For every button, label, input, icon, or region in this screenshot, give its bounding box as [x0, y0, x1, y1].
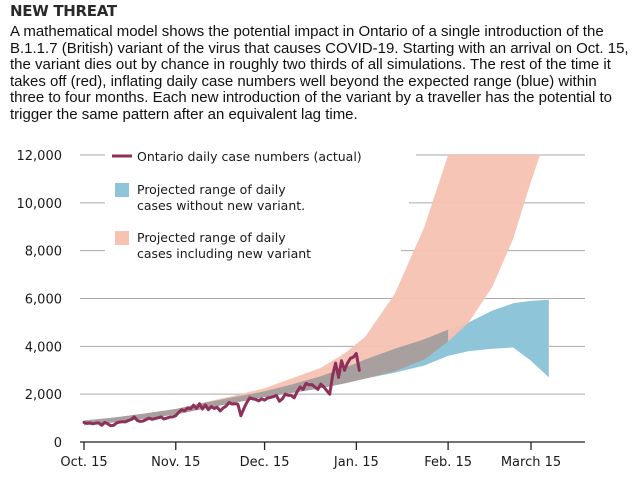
legend-swatch-red: [115, 231, 129, 245]
range-bands: [82, 155, 549, 428]
y-tick-label: 2,000: [25, 388, 62, 403]
legend-label-red: cases including new variant: [137, 246, 311, 261]
chart-title: NEW THREAT: [10, 2, 117, 20]
actual-cases-line: [82, 352, 361, 428]
legend-label-actual: Ontario daily case numbers (actual): [137, 149, 362, 164]
legend-label-red: Projected range of daily: [137, 230, 286, 245]
blue-band-without-variant: [84, 299, 549, 426]
y-tick-label: 4,000: [25, 340, 62, 355]
chart-description: A mathematical model shows the potential…: [10, 23, 629, 123]
x-tick-label: Dec. 15: [240, 455, 290, 470]
x-tick-label: Feb. 15: [424, 455, 472, 470]
y-tick-label: 10,000: [17, 197, 63, 212]
x-axis-labels: Oct. 15 Nov. 15 Dec. 15 Jan. 15 Feb. 15 March…: [60, 455, 561, 470]
legend-label-blue: Projected range of daily: [137, 182, 286, 197]
x-tick-label: Oct. 15: [60, 455, 107, 470]
x-tick-label: Nov. 15: [151, 455, 200, 470]
y-tick-label: 8,000: [25, 245, 62, 260]
y-tick-label: 6,000: [25, 293, 62, 308]
y-tick-label: 12,000: [17, 149, 63, 164]
x-axis: [80, 441, 585, 450]
y-tick-label: 0: [54, 436, 62, 451]
x-tick-label: March 15: [501, 455, 561, 470]
legend-swatch-blue: [115, 183, 129, 197]
legend-label-blue: cases without new variant.: [137, 198, 305, 213]
x-tick-label: Jan. 15: [333, 455, 379, 470]
legend: Ontario daily case numbers (actual) Proje…: [112, 149, 362, 261]
y-axis-labels: 0 2,000 4,000 6,000 8,000 10,000 12,000: [17, 149, 63, 451]
